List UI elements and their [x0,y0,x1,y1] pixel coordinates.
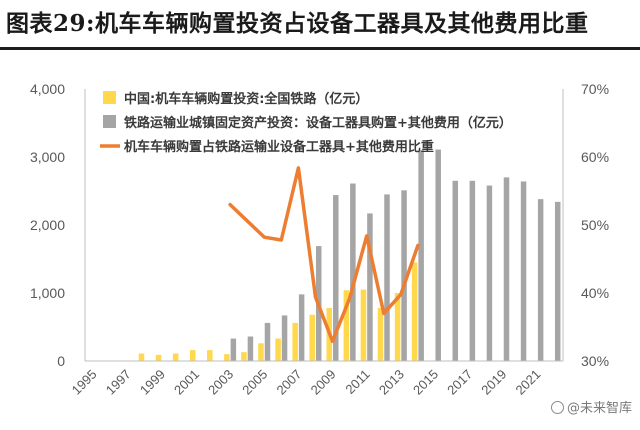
bar-equipment-other-cost [401,190,407,361]
x-tick-label: 2015 [410,367,441,398]
y-right-tick-label: 70% [581,81,609,97]
x-tick-label: 1999 [137,367,168,398]
bar-equipment-other-cost [418,150,424,361]
bar-equipment-other-cost [333,195,339,361]
bar-rolling-stock-investment [241,352,247,361]
bar-rolling-stock-investment [172,353,179,361]
y-right-tick-label: 50% [581,217,609,233]
x-tick-label: 2013 [376,367,407,398]
bar-equipment-other-cost [367,213,373,361]
y-left-tick-label: 2,000 [30,217,65,233]
bar-rolling-stock-investment [411,262,418,361]
bar-equipment-other-cost [281,315,288,361]
bar-equipment-other-cost [264,322,271,361]
bar-rolling-stock-investment [258,343,264,361]
bar-equipment-other-cost [520,181,527,361]
title-underline [0,47,640,50]
y-left-tick-label: 1,000 [30,285,65,301]
bar-equipment-other-cost [230,338,237,361]
bar-equipment-other-cost [486,185,493,361]
x-tick-label: 2017 [444,367,475,398]
watermark-text: @未来智库 [566,401,632,416]
x-tick-label: 2021 [512,367,543,398]
y-right-tick-label: 40% [581,285,609,301]
bar-rolling-stock-investment [224,354,230,361]
bar-rolling-stock-investment [155,354,162,361]
legend-label-share: 机车车辆购置占铁路运输业设备工器具+其他费用比重 [124,139,434,155]
x-tick-label: 2003 [205,367,236,398]
bar-equipment-other-cost [298,294,305,361]
legend-label-equipment: 铁路运输业城镇固定资产投资：设备工器具购置+其他费用（亿元） [123,115,512,131]
watermark: @未来智库 [550,397,632,416]
bar-rolling-stock-investment [309,314,315,361]
x-tick-label: 1995 [69,367,100,398]
bar-rolling-stock-investment [207,350,213,361]
bar-rolling-stock-investment [292,322,298,361]
bar-equipment-other-cost [503,177,510,361]
y-right-tick-label: 30% [581,353,609,369]
bar-equipment-other-cost [469,180,476,361]
x-tick-label: 2019 [478,367,509,398]
x-tick-label: 1997 [103,367,134,398]
bar-equipment-other-cost [247,336,254,361]
bar-rolling-stock-investment [394,293,401,361]
y-left-tick-label: 3,000 [30,149,65,165]
x-tick-label: 2005 [239,367,270,398]
x-tick-label: 2011 [342,367,372,397]
bar-rolling-stock-investment [138,353,145,361]
bar-equipment-other-cost [435,149,441,361]
bar-rolling-stock-investment [275,338,281,361]
legend-swatch-rolling-stock [103,91,116,104]
bar-equipment-other-cost [384,194,390,361]
y-left-tick-label: 4,000 [30,81,65,97]
bar-equipment-other-cost [350,183,356,361]
legend-label-rolling-stock: 中国:机车车辆购置投资:全国铁路（亿元） [124,91,368,107]
legend-swatch-equipment [103,115,116,128]
bar-equipment-other-cost [452,180,459,361]
chart-title: 图表29:机车车辆购置投资占设备工器具及其他费用比重 [6,10,589,37]
x-tick-label: 2007 [273,367,304,398]
bar-equipment-other-cost [554,201,561,361]
bar-equipment-other-cost [537,199,544,361]
y-left-tick-label: 0 [57,353,65,369]
watermark-icon [550,401,564,414]
bar-rolling-stock-investment [343,290,350,361]
y-right-tick-label: 60% [581,149,609,165]
x-tick-label: 2001 [171,367,202,398]
x-tick-label: 2009 [308,367,339,398]
bar-rolling-stock-investment [189,350,196,361]
bar-rolling-stock-investment [377,307,384,361]
bar-rolling-stock-investment [360,289,367,361]
